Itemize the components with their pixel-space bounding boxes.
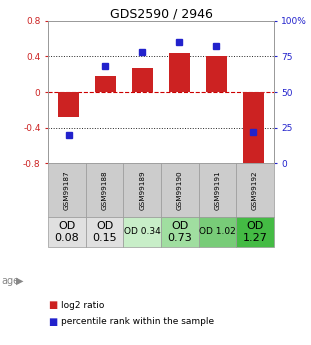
Text: ▶: ▶ (16, 276, 24, 286)
Bar (86, 217, 123, 247)
Bar (169, 53, 190, 92)
Text: GSM99187: GSM99187 (64, 170, 70, 210)
Text: ■: ■ (48, 317, 58, 326)
Bar (161, 164, 198, 217)
Text: percentile rank within the sample: percentile rank within the sample (61, 317, 214, 326)
Text: OD
0.73: OD 0.73 (167, 221, 192, 243)
Text: GSM99191: GSM99191 (214, 170, 220, 210)
Bar (198, 217, 236, 247)
Bar (236, 164, 274, 217)
Text: age: age (2, 276, 20, 286)
Text: GSM99188: GSM99188 (102, 170, 108, 210)
Bar (206, 56, 226, 92)
Bar (161, 217, 198, 247)
Text: OD
1.27: OD 1.27 (243, 221, 267, 243)
Bar (236, 217, 274, 247)
Bar (86, 164, 123, 217)
Bar (123, 164, 161, 217)
Text: ■: ■ (48, 300, 58, 310)
Text: log2 ratio: log2 ratio (61, 301, 104, 310)
Bar (48, 217, 86, 247)
Bar (123, 217, 161, 247)
Text: OD
0.08: OD 0.08 (55, 221, 79, 243)
Bar (132, 68, 153, 92)
Text: GSM99190: GSM99190 (177, 170, 183, 210)
Bar (95, 76, 116, 92)
Bar (198, 164, 236, 217)
Bar (243, 92, 263, 168)
Text: GSM99189: GSM99189 (139, 170, 145, 210)
Text: OD
0.15: OD 0.15 (92, 221, 117, 243)
Text: GSM99192: GSM99192 (252, 170, 258, 210)
Bar (58, 92, 79, 117)
Bar (48, 164, 86, 217)
Text: OD 0.34: OD 0.34 (124, 227, 160, 236)
Text: OD 1.02: OD 1.02 (199, 227, 236, 236)
Title: GDS2590 / 2946: GDS2590 / 2946 (109, 8, 212, 21)
